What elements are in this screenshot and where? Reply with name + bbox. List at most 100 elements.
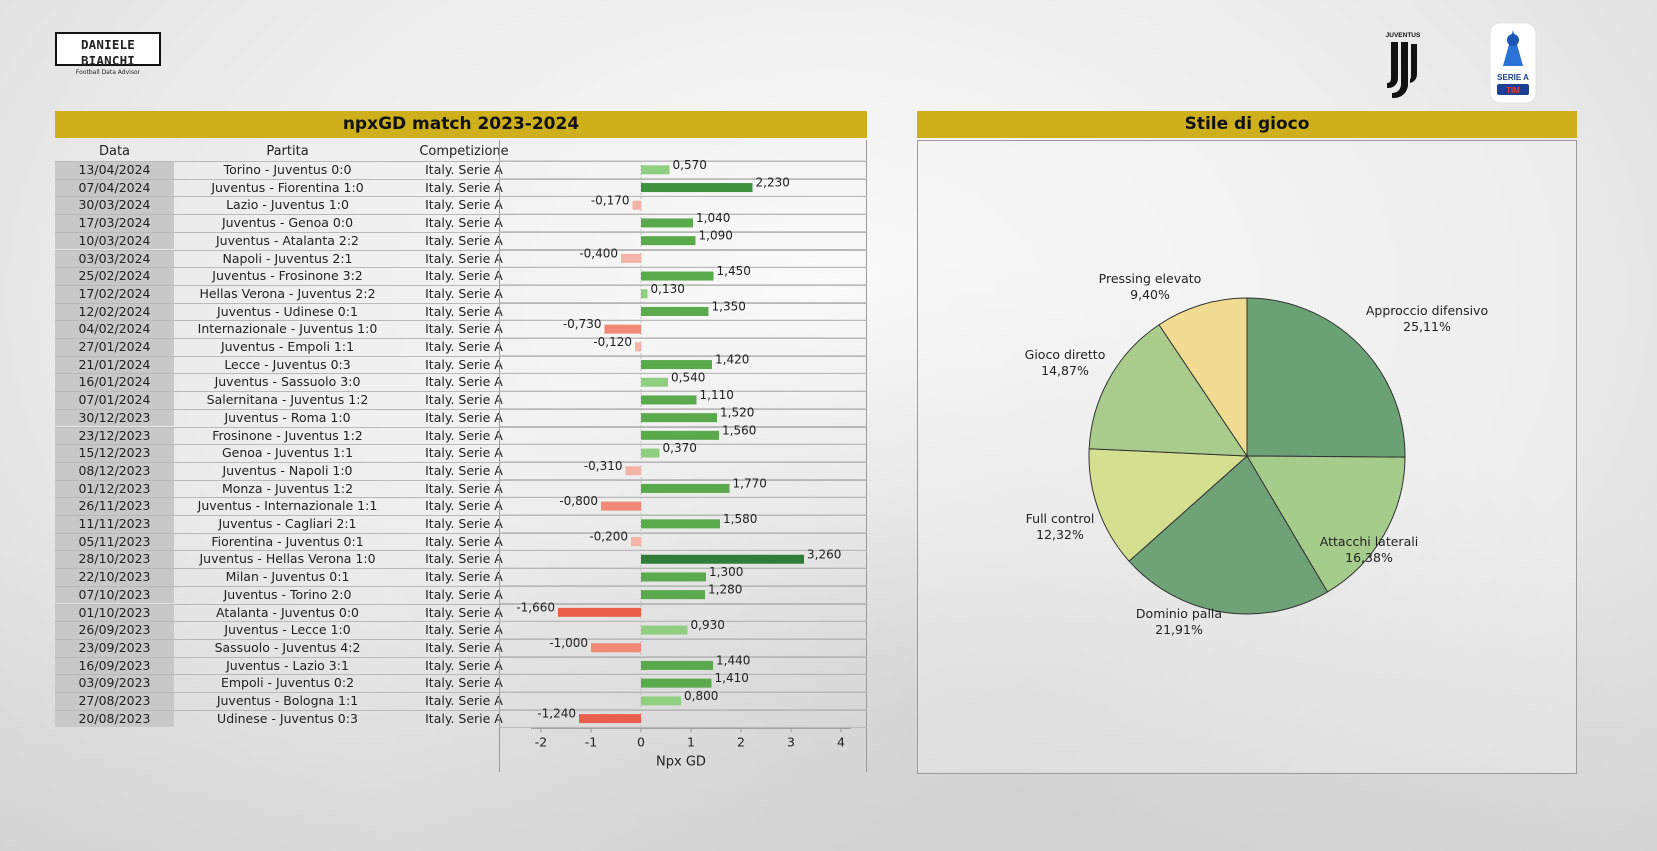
bar-value-label: 1,520 (720, 406, 754, 420)
table-row: 20/08/2023 Udinese - Juventus 0:3 Italy. S… (55, 709, 867, 728)
npxgd-bar-chart: 0,570 2,230 -0,170 1,040 1,090 -0,400 1,450 0,1… (499, 158, 867, 769)
table-row: 07/01/2024 Salernitana - Juventus 1:2 Ital… (55, 391, 867, 409)
row-date: 12/02/2024 (55, 303, 174, 321)
row-competition: Italy. Serie A (425, 586, 503, 602)
row-competition: Italy. Serie A (425, 480, 503, 496)
table-row: 10/03/2024 Juventus - Atalanta 2:2 Italy. … (55, 231, 867, 250)
row-match: Fiorentina - Juventus 0:1 (211, 533, 364, 549)
row-date: 28/10/2023 (55, 551, 174, 569)
row-competition: Italy. Serie A (425, 339, 503, 354)
table-row: 27/08/2023 Juventus - Bologna 1:1 Italy. S… (55, 692, 867, 710)
row-match: Internazionale - Juventus 1:0 (197, 321, 378, 337)
row-date: 17/02/2024 (55, 285, 174, 303)
table-row: 01/12/2023 Monza - Juventus 1:2 Italy. Ser… (55, 479, 867, 498)
x-tick-label: -1 (585, 734, 597, 749)
x-tick-label: 2 (737, 734, 745, 749)
bar-value-label: 1,300 (709, 565, 743, 579)
bar (601, 501, 641, 511)
row-competition: Italy. Serie A (425, 710, 503, 726)
pie-slice-value: 25,11% (1403, 319, 1451, 334)
npxgd-table-title: npxGD match 2023-2024 (55, 111, 867, 138)
row-date: 27/01/2024 (55, 339, 174, 356)
row-match: Lecce - Juventus 0:3 (224, 356, 351, 372)
row-date: 30/03/2024 (55, 197, 174, 215)
header-match: Partita (266, 144, 309, 159)
row-competition: Italy. Serie A (425, 551, 503, 567)
table-row: 08/12/2023 Juventus - Napoli 1:0 Italy. Se… (55, 461, 867, 480)
row-competition: Italy. Serie A (425, 604, 503, 620)
bar (641, 413, 717, 423)
bar (641, 678, 712, 688)
table-row: 30/03/2024 Lazio - Juventus 1:0 Italy. Ser… (55, 196, 867, 215)
pie-slice-label: Attacchi laterali (1320, 534, 1418, 549)
row-match: Juventus - Empoli 1:1 (220, 339, 355, 354)
brand-name: DANIELE BIANCHI (80, 37, 136, 68)
row-date: 20/08/2023 (55, 710, 174, 728)
table-row: 23/09/2023 Sassuolo - Juventus 4:2 Italy. … (55, 638, 867, 657)
bar-value-label: 3,260 (807, 547, 841, 561)
bar-value-label: 0,800 (684, 689, 718, 703)
row-match: Udinese - Juventus 0:3 (217, 710, 358, 726)
serie-a-sponsor-text: TIM (1506, 86, 1520, 95)
row-date: 22/10/2023 (55, 569, 174, 586)
bar (641, 483, 730, 493)
row-competition: Italy. Serie A (425, 639, 503, 655)
bar (635, 342, 641, 352)
bar-value-label: 1,090 (699, 229, 733, 243)
row-competition: Italy. Serie A (425, 321, 503, 337)
pie-slice-value: 21,91% (1155, 622, 1203, 637)
table-row: 16/01/2024 Juventus - Sassuolo 3:0 Italy. … (55, 373, 867, 392)
brand-tagline: Football Data Advisor (75, 69, 141, 76)
table-row: 07/10/2023 Juventus - Torino 2:0 Italy. Se… (55, 585, 867, 604)
row-competition: Italy. Serie A (425, 409, 503, 425)
juventus-logo-text: JUVENTUS (1386, 32, 1421, 39)
bar-value-label: 0,540 (671, 370, 705, 384)
bar-value-label: 1,560 (722, 423, 756, 437)
row-date: 11/11/2023 (55, 516, 174, 533)
table-row: 07/04/2024 Juventus - Fiorentina 1:0 Italy… (55, 178, 867, 197)
row-competition: Italy. Serie A (425, 533, 503, 549)
bar (641, 360, 712, 370)
pie-slice-label: Full control (1026, 511, 1095, 526)
row-match: Juventus - Atalanta 2:2 (215, 232, 359, 248)
serie-a-logo: SERIE A TIM (1489, 22, 1537, 104)
bar-value-label: 1,350 (712, 299, 746, 313)
bar-value-label: 0,130 (651, 282, 685, 296)
row-match: Atalanta - Juventus 0:0 (215, 604, 359, 620)
row-date: 16/09/2023 (55, 657, 174, 675)
row-date: 26/11/2023 (55, 498, 174, 515)
bar-value-label: -1,000 (549, 636, 588, 650)
row-date: 26/09/2023 (55, 622, 174, 639)
bar (579, 714, 641, 724)
row-date: 23/12/2023 (55, 427, 174, 445)
bar (641, 625, 688, 635)
pie-slice (1158, 297, 1248, 458)
bar (641, 519, 720, 529)
row-competition: Italy. Serie A (425, 516, 503, 531)
pie-slice-label: Gioco diretto (1025, 347, 1106, 362)
bar (621, 253, 641, 263)
row-date: 30/12/2023 (55, 409, 174, 427)
bar-value-label: 0,930 (691, 618, 725, 632)
pie-slice-label: Pressing elevato (1099, 271, 1202, 286)
table-row: 30/12/2023 Juventus - Roma 1:0 Italy. Seri… (55, 408, 867, 427)
bar-value-label: 1,280 (708, 583, 742, 597)
bar-value-label: -0,800 (559, 494, 598, 508)
row-match: Juventus - Lazio 3:1 (226, 657, 349, 673)
pie-slice (1246, 455, 1406, 593)
table-row: 03/03/2024 Napoli - Juventus 2:1 Italy. Se… (55, 249, 867, 268)
bar-value-label: 0,570 (673, 158, 707, 172)
bar (632, 200, 641, 210)
x-tick-label: 0 (637, 734, 645, 749)
table-row: 17/02/2024 Hellas Verona - Juventus 2:2 It… (55, 284, 867, 303)
row-match: Empoli - Juventus 0:2 (220, 675, 355, 691)
row-competition: Italy. Serie A (425, 162, 503, 177)
row-competition: Italy. Serie A (425, 232, 503, 248)
table-row: 03/09/2023 Empoli - Juventus 0:2 Italy. Se… (55, 674, 867, 692)
row-date: 08/12/2023 (55, 462, 174, 480)
row-competition: Italy. Serie A (425, 569, 503, 585)
serie-a-logo-text: SERIE A (1497, 73, 1529, 82)
x-tick-label: 1 (687, 734, 695, 749)
table-row: 01/10/2023 Atalanta - Juventus 0:0 Italy. … (55, 603, 867, 622)
